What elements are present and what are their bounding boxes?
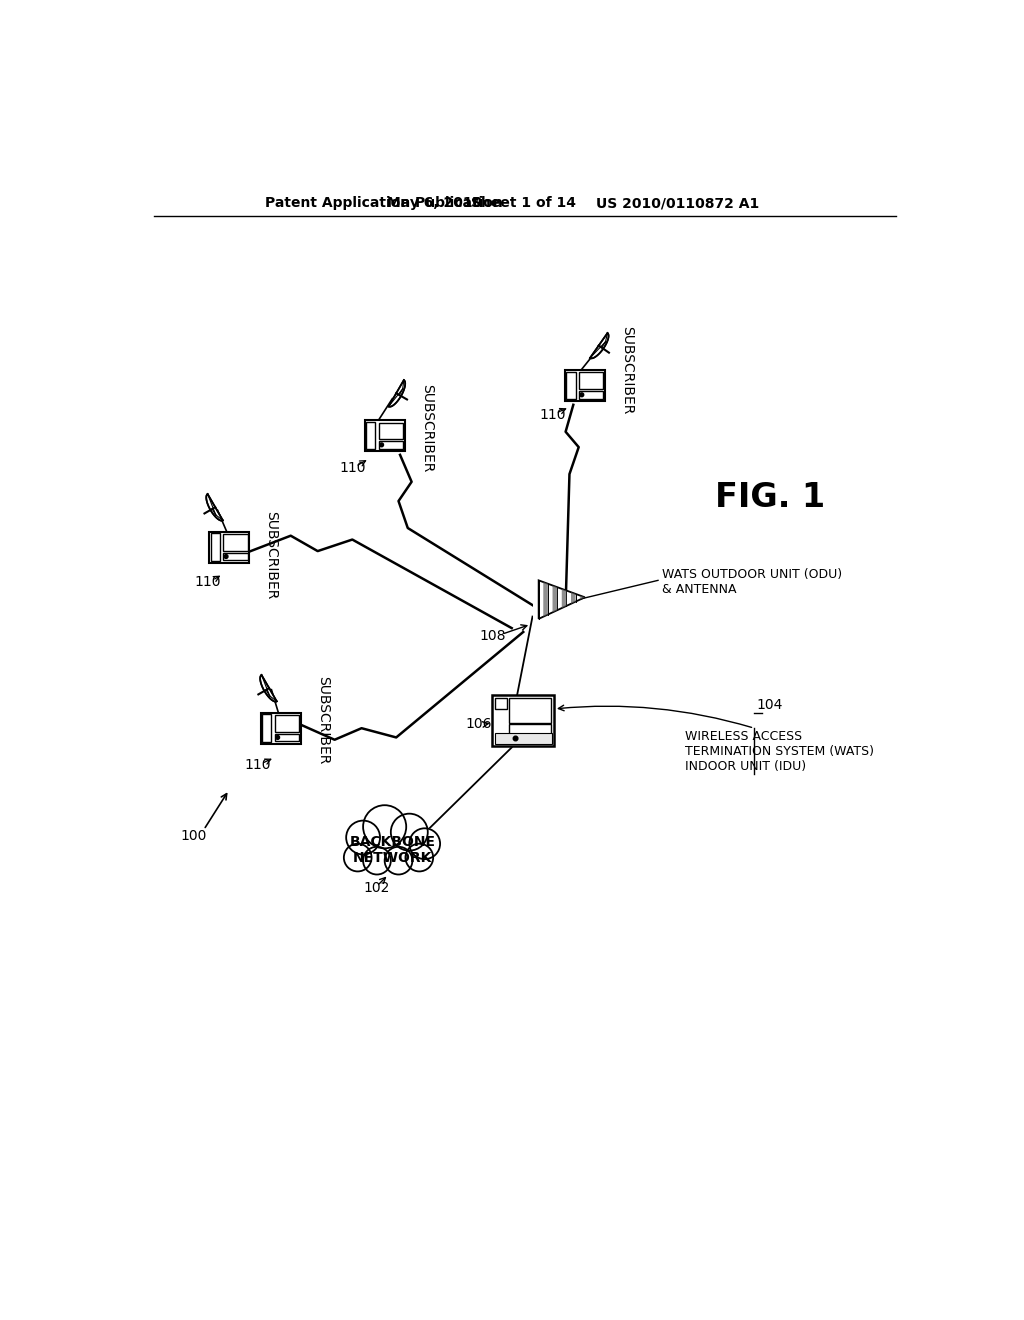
Polygon shape xyxy=(571,593,575,603)
Text: US 2010/0110872 A1: US 2010/0110872 A1 xyxy=(596,197,759,210)
Polygon shape xyxy=(581,595,585,599)
Bar xyxy=(379,422,403,440)
Circle shape xyxy=(364,847,391,874)
Circle shape xyxy=(364,805,407,849)
Text: SUBSCRIBER: SUBSCRIBER xyxy=(621,326,634,414)
Text: SUBSCRIBER: SUBSCRIBER xyxy=(264,511,279,599)
Bar xyxy=(565,370,605,401)
Text: 110: 110 xyxy=(245,758,271,772)
Circle shape xyxy=(344,843,372,871)
Text: WIRELESS ACCESS
TERMINATION SYSTEM (WATS)
INDOOR UNIT (IDU): WIRELESS ACCESS TERMINATION SYSTEM (WATS… xyxy=(685,730,873,772)
Bar xyxy=(367,422,376,449)
Polygon shape xyxy=(562,589,566,609)
Polygon shape xyxy=(544,582,548,616)
Text: Sheet 1 of 14: Sheet 1 of 14 xyxy=(471,197,575,210)
Bar xyxy=(365,420,404,451)
Circle shape xyxy=(580,393,584,397)
Circle shape xyxy=(513,737,518,741)
Polygon shape xyxy=(539,581,585,619)
Circle shape xyxy=(346,821,380,854)
Bar xyxy=(379,441,403,449)
Bar xyxy=(211,533,220,561)
Text: 104: 104 xyxy=(757,698,782,711)
Polygon shape xyxy=(260,675,276,702)
Circle shape xyxy=(406,843,433,871)
Circle shape xyxy=(410,829,440,859)
Bar xyxy=(274,715,299,733)
Text: FIG. 1: FIG. 1 xyxy=(715,480,824,513)
Polygon shape xyxy=(206,494,223,520)
Text: WATS OUTDOOR UNIT (ODU)
& ANTENNA: WATS OUTDOOR UNIT (ODU) & ANTENNA xyxy=(662,568,842,595)
Bar xyxy=(262,714,271,742)
Circle shape xyxy=(224,554,228,558)
Bar xyxy=(274,734,299,742)
Bar xyxy=(509,725,551,734)
Text: BACKBONE
NETWORK: BACKBONE NETWORK xyxy=(349,834,435,865)
Bar xyxy=(532,582,539,620)
Bar xyxy=(493,696,554,746)
Bar xyxy=(261,713,301,743)
Text: 110: 110 xyxy=(540,408,566,422)
Text: 110: 110 xyxy=(339,461,366,475)
Polygon shape xyxy=(553,586,557,612)
Text: May 6, 2010: May 6, 2010 xyxy=(387,197,482,210)
Text: SUBSCRIBER: SUBSCRIBER xyxy=(420,384,434,473)
Text: Patent Application Publication: Patent Application Publication xyxy=(265,197,503,210)
Text: 100: 100 xyxy=(180,829,207,843)
Text: 108: 108 xyxy=(479,628,506,643)
Bar xyxy=(223,535,248,552)
Bar xyxy=(579,391,603,399)
Text: SUBSCRIBER: SUBSCRIBER xyxy=(316,676,330,764)
Polygon shape xyxy=(590,333,608,359)
Bar xyxy=(566,372,575,400)
Circle shape xyxy=(385,847,413,874)
Bar xyxy=(223,553,248,561)
Text: 102: 102 xyxy=(364,882,390,895)
Bar xyxy=(509,698,551,723)
Circle shape xyxy=(391,813,428,850)
Text: 106: 106 xyxy=(465,717,492,731)
Circle shape xyxy=(380,444,384,446)
Bar xyxy=(495,733,552,744)
Circle shape xyxy=(275,735,280,739)
Bar xyxy=(495,698,507,709)
Bar xyxy=(209,532,249,562)
Bar xyxy=(579,372,603,389)
Text: 110: 110 xyxy=(195,576,221,589)
Polygon shape xyxy=(388,380,406,407)
